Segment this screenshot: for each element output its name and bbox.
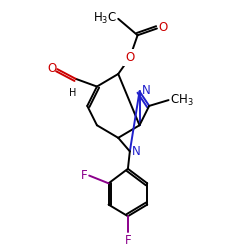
Text: CH$_3$: CH$_3$: [170, 92, 194, 108]
Text: O: O: [159, 21, 168, 34]
Text: O: O: [47, 62, 56, 75]
Text: N: N: [132, 145, 140, 158]
Text: H$_3$C: H$_3$C: [93, 11, 117, 26]
Text: N: N: [142, 84, 150, 97]
Text: F: F: [81, 169, 87, 182]
Text: O: O: [125, 51, 134, 64]
Text: F: F: [124, 234, 131, 247]
Text: H: H: [69, 88, 76, 99]
